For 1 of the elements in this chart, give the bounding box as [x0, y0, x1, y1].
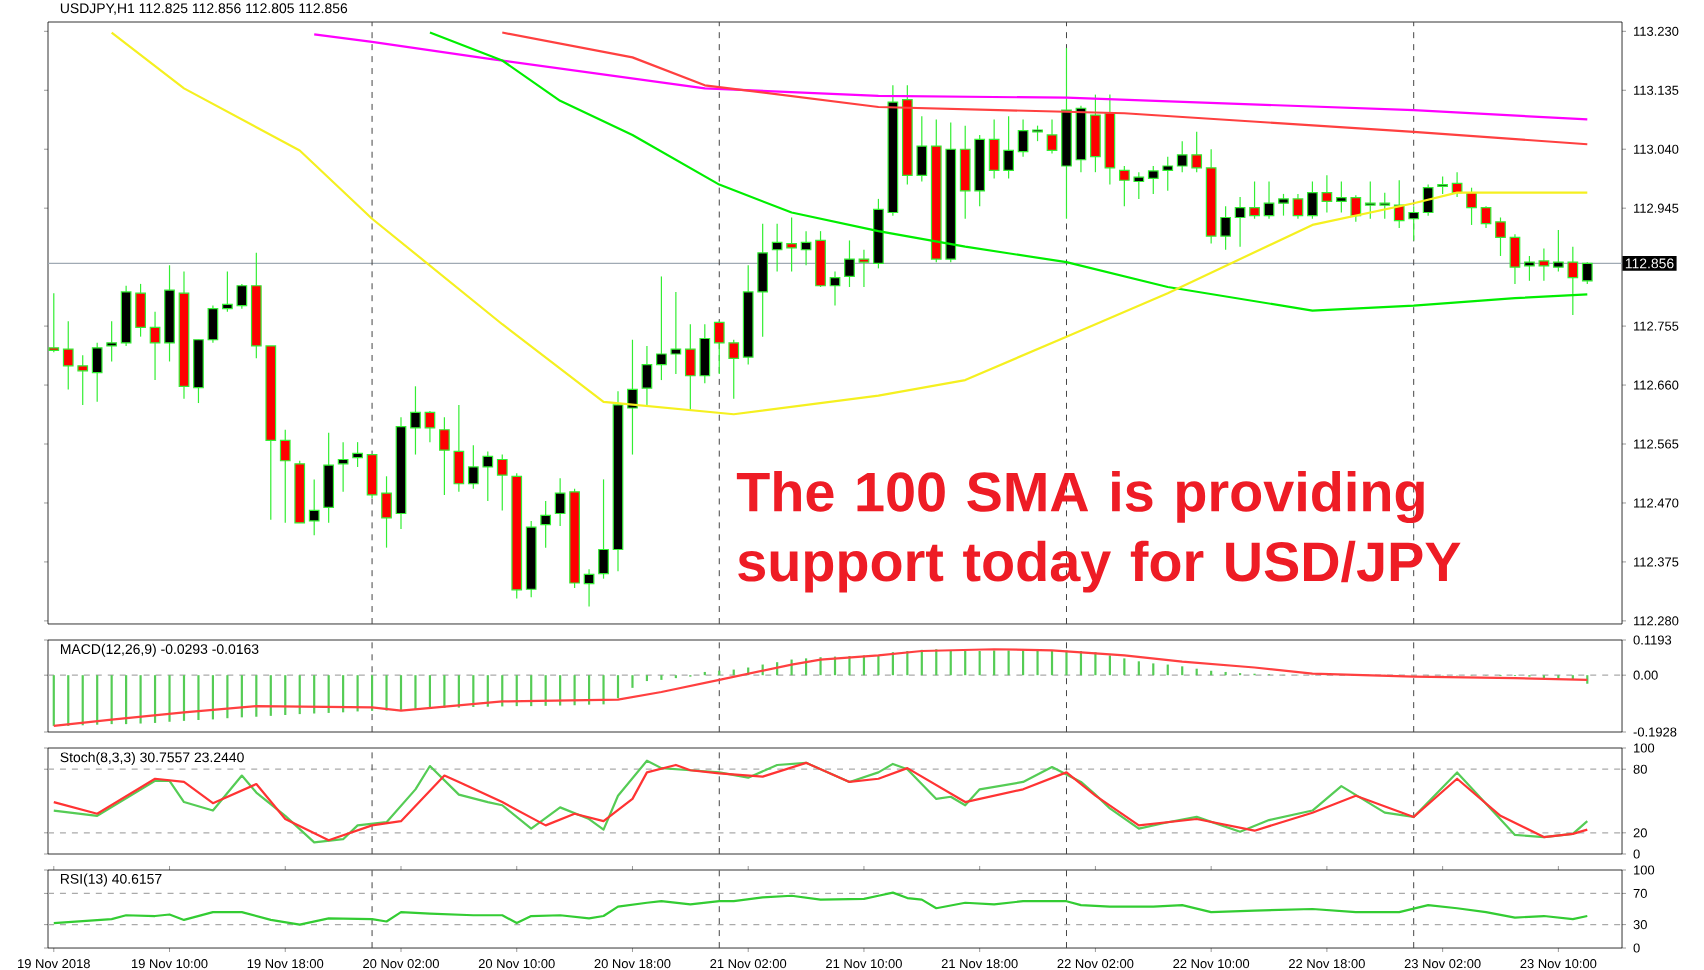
annotation: The 100 SMA is providing support today for USD/JPY — [736, 470, 1461, 593]
